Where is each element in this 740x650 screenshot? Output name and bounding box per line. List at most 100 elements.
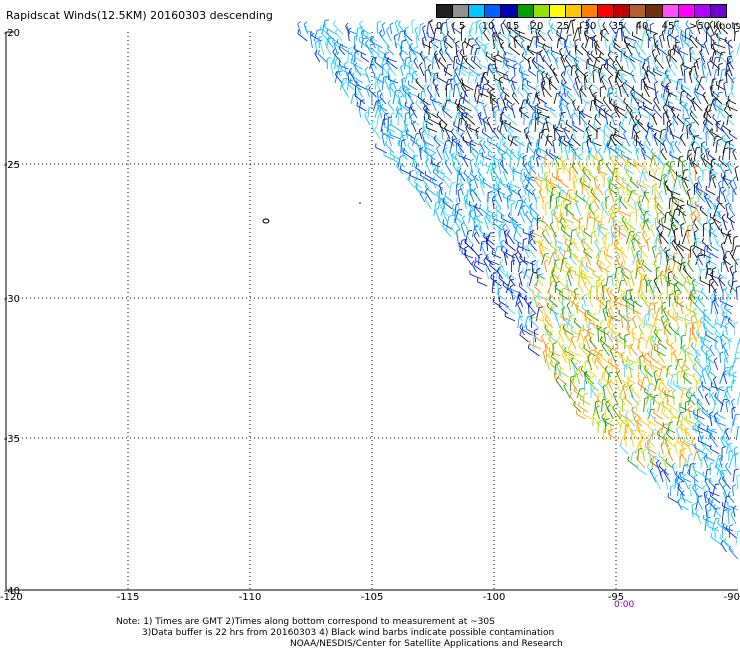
- wind-barb-flag: [692, 159, 696, 164]
- wind-barb: [433, 53, 440, 63]
- wind-barb-flag: [441, 103, 446, 107]
- wind-barb: [666, 77, 679, 84]
- wind-barb-flag: [608, 75, 612, 80]
- wind-barb: [621, 184, 625, 196]
- wind-barb: [687, 263, 694, 273]
- wind-barb-flag: [637, 362, 642, 365]
- wind-barb-flag: [664, 69, 669, 73]
- wind-barb-flag: [707, 150, 710, 155]
- wind-barb: [532, 95, 537, 105]
- wind-barb: [541, 219, 552, 231]
- wind-barb-flag: [595, 216, 600, 219]
- wind-barb-flag: [390, 120, 393, 125]
- wind-barb-flag: [722, 189, 727, 193]
- wind-barb: [689, 113, 700, 126]
- wind-barb: [537, 32, 546, 42]
- wind-barb: [635, 123, 641, 133]
- wind-barb: [706, 250, 719, 259]
- wind-barb: [600, 372, 604, 385]
- wind-barb: [727, 232, 732, 245]
- wind-barb-flag: [670, 106, 675, 110]
- wind-barb: [713, 400, 716, 413]
- wind-barb: [516, 154, 521, 168]
- wind-barb-flag: [696, 252, 701, 257]
- wind-barb-flag: [604, 365, 608, 370]
- wind-barb: [709, 435, 718, 448]
- wind-barb-flag: [713, 298, 717, 302]
- wind-barb-flag: [608, 145, 614, 149]
- wind-barb-flag: [456, 103, 460, 108]
- wind-barb: [540, 164, 544, 175]
- wind-barb-flag: [523, 99, 528, 103]
- wind-barb: [667, 403, 679, 413]
- wind-barb-flag: [587, 134, 593, 137]
- wind-barb-flag: [493, 166, 497, 170]
- wind-barb: [574, 62, 579, 77]
- wind-barb-flag: [622, 360, 625, 365]
- wind-barb-flag: [699, 375, 704, 379]
- wind-barb-flag: [549, 183, 552, 188]
- wind-barb-flag: [599, 223, 604, 226]
- wind-barb: [424, 198, 432, 210]
- wind-barb-flag: [384, 140, 388, 145]
- wind-barb-flag: [485, 43, 490, 46]
- wind-barb: [605, 276, 609, 287]
- wind-barb: [522, 329, 532, 336]
- wind-barb-flag: [527, 141, 530, 146]
- wind-barb-flag: [426, 107, 428, 112]
- wind-barb-flag: [571, 228, 577, 231]
- wind-barb: [575, 273, 587, 280]
- wind-barb-flag: [439, 25, 443, 30]
- wind-barb-flag: [425, 144, 430, 148]
- wind-barb-flag: [575, 44, 578, 49]
- wind-barb: [544, 327, 553, 336]
- wind-barb: [537, 29, 546, 35]
- wind-barb: [480, 245, 488, 259]
- wind-barb: [661, 78, 665, 91]
- wind-barb: [705, 150, 709, 161]
- wind-barb: [628, 387, 634, 399]
- wind-barb-flag: [691, 222, 695, 227]
- wind-barb-flag: [653, 277, 658, 281]
- wind-barb-flag: [602, 384, 607, 387]
- wind-barb-flag: [568, 50, 571, 55]
- wind-barb-flag: [508, 184, 511, 189]
- wind-barb-flag: [341, 82, 345, 87]
- wind-barb-flag: [446, 83, 451, 86]
- wind-barb: [321, 32, 329, 42]
- wind-barb: [732, 414, 736, 427]
- wind-barb: [568, 360, 572, 371]
- wind-barb: [376, 104, 388, 112]
- wind-barb: [605, 257, 613, 266]
- wind-barb-flag: [465, 112, 468, 117]
- wind-barb-flag: [399, 44, 402, 49]
- wind-barb: [716, 84, 726, 91]
- wind-barb: [709, 59, 720, 70]
- wind-barb-flag: [679, 300, 684, 304]
- wind-barb-flag: [713, 323, 717, 328]
- wind-barb: [639, 248, 649, 259]
- wind-barb: [578, 405, 588, 413]
- wind-barb-flag: [584, 71, 589, 75]
- wind-barb-flag: [566, 90, 570, 95]
- wind-barb-flag: [642, 62, 646, 67]
- wind-barb: [664, 212, 667, 224]
- wind-barb: [364, 69, 371, 84]
- wind-barb: [473, 177, 479, 189]
- wind-barb-flag: [603, 326, 608, 330]
- wind-barb-flag: [673, 238, 677, 243]
- wind-barb: [592, 140, 598, 154]
- wind-barb-flag: [334, 70, 338, 75]
- wind-barb-flag: [436, 111, 440, 116]
- wind-barb-flag: [466, 232, 470, 237]
- wind-barb: [613, 41, 621, 49]
- wind-barb: [541, 122, 545, 133]
- wind-barb: [719, 374, 724, 385]
- wind-barb-flag: [530, 316, 534, 321]
- wind-barb: [424, 71, 427, 84]
- wind-barb: [630, 431, 639, 441]
- wind-barb-flag: [303, 21, 308, 25]
- wind-barb: [593, 217, 596, 231]
- wind-barb: [658, 455, 667, 462]
- wind-barb: [551, 50, 563, 56]
